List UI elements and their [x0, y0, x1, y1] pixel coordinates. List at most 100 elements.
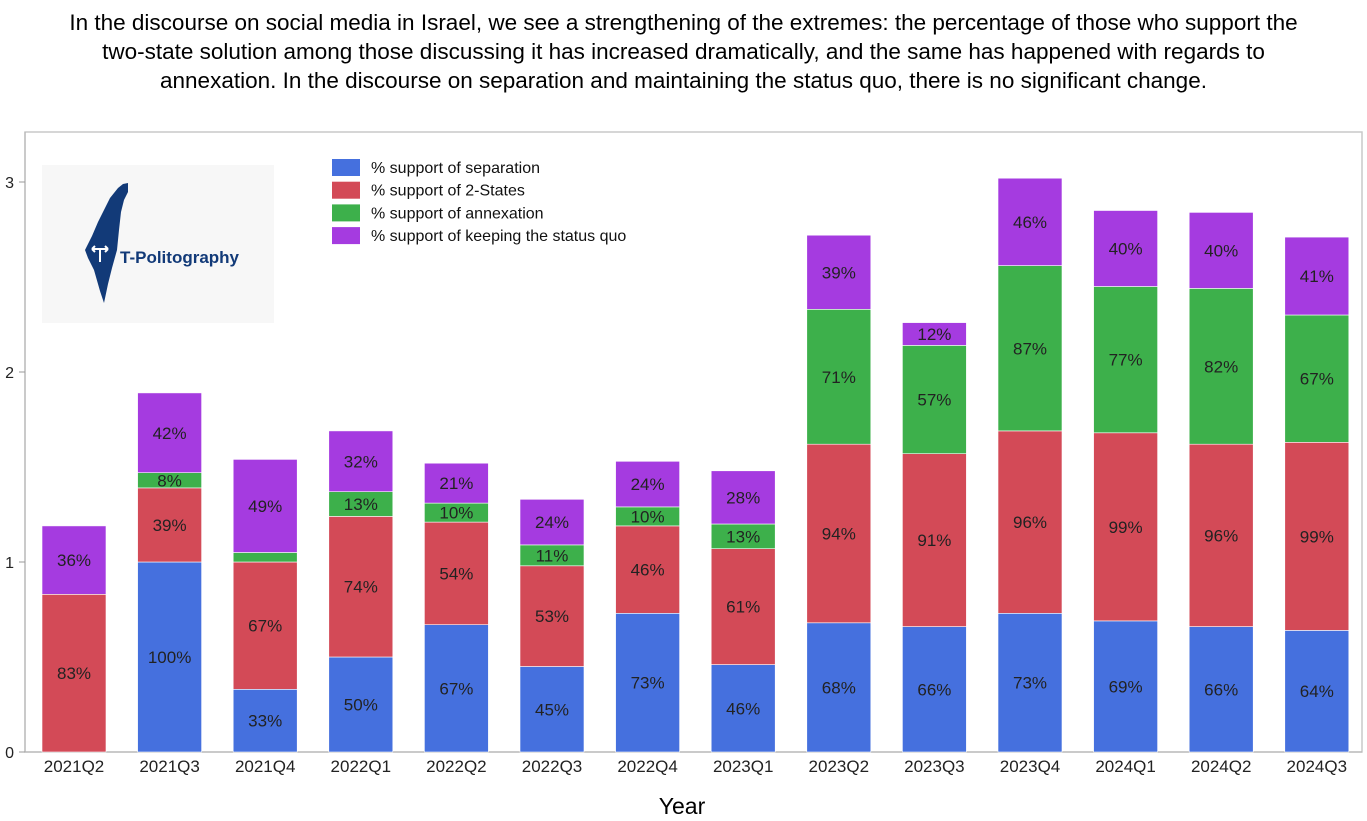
x-tick-label-2021Q2: 2021Q2	[44, 757, 105, 776]
x-tick-label-2021Q4: 2021Q4	[235, 757, 296, 776]
data-label-annexation-2023Q4: 87%	[1013, 339, 1047, 358]
data-label-separation-2022Q2: 67%	[439, 679, 473, 698]
bar-segment-annexation-2023Q4	[997, 265, 1063, 432]
bar-segment-status_quo-2022Q1	[328, 430, 394, 492]
bar-segment-separation-2021Q3	[137, 561, 202, 753]
legend-label-two_states: % support of 2-States	[371, 183, 525, 200]
data-label-status_quo-2021Q2: 36%	[57, 551, 91, 570]
data-label-two_states-2024Q1: 99%	[1109, 518, 1143, 537]
chart-legend: % support of separation % support of 2-St…	[332, 159, 626, 245]
bar-segment-status_quo-2023Q4	[997, 177, 1063, 266]
x-tick-label-2024Q1: 2024Q1	[1095, 757, 1156, 776]
caption-line-3: annexation. In the discourse on separati…	[160, 68, 1207, 93]
x-tick-label-2022Q4: 2022Q4	[617, 757, 678, 776]
logo-background	[42, 165, 274, 323]
bar-segment-annexation-2023Q3	[902, 345, 967, 454]
data-label-annexation-2021Q3: 8%	[157, 471, 182, 490]
data-label-separation-2022Q3: 45%	[535, 700, 569, 719]
x-tick-label-2022Q1: 2022Q1	[331, 757, 392, 776]
data-label-status_quo-2022Q3: 24%	[535, 513, 569, 532]
data-label-annexation-2022Q4: 10%	[631, 507, 665, 526]
bar-segment-two_states-2023Q2	[806, 443, 872, 624]
bar-segment-separation-2023Q1	[710, 664, 776, 753]
bar-segment-two_states-2023Q4	[997, 430, 1063, 614]
bar-segment-separation-2023Q4	[997, 612, 1063, 753]
legend-label-status_quo: % support of keeping the status quo	[371, 228, 626, 245]
data-label-status_quo-2022Q4: 24%	[631, 475, 665, 494]
bar-segment-annexation-2024Q1	[1093, 286, 1158, 434]
bar-segment-status_quo-2022Q3	[519, 498, 585, 546]
data-label-separation-2021Q4: 33%	[248, 712, 282, 731]
bar-series-group: 83% 36% 100% 39% 8% 42% 33% 67% 49% 50% 74% 13% 32% 6…	[41, 177, 1350, 753]
data-label-two_states-2022Q2: 54%	[439, 564, 473, 583]
data-label-status_quo-2023Q1: 28%	[726, 488, 760, 507]
data-label-two_states-2021Q2: 83%	[57, 664, 91, 683]
legend-label-separation: % support of separation	[371, 160, 540, 177]
bar-segment-two_states-2021Q3	[137, 487, 202, 563]
bar-segment-status_quo-2024Q2	[1188, 212, 1254, 289]
data-label-two_states-2023Q2: 94%	[822, 525, 856, 544]
data-label-annexation-2023Q3: 57%	[917, 391, 951, 410]
bar-segment-separation-2023Q3	[902, 626, 967, 753]
bar-segment-status_quo-2023Q3	[902, 322, 967, 346]
bar-segment-status_quo-2024Q3	[1284, 236, 1350, 316]
bar-segment-status_quo-2022Q4	[615, 460, 680, 508]
x-tick-label-2023Q3: 2023Q3	[904, 757, 965, 776]
bar-segment-status_quo-2021Q3	[137, 392, 202, 473]
x-tick-label-2024Q2: 2024Q2	[1191, 757, 1252, 776]
data-label-status_quo-2023Q3: 12%	[917, 325, 951, 344]
data-label-two_states-2021Q3: 39%	[153, 516, 187, 535]
data-label-annexation-2024Q1: 77%	[1109, 351, 1143, 370]
data-label-two_states-2021Q4: 67%	[248, 617, 282, 636]
bar-segment-status_quo-2023Q2	[806, 234, 872, 310]
bar-segment-separation-2022Q4	[615, 612, 680, 753]
bar-segment-two_states-2021Q2	[41, 593, 107, 753]
caption-line-1: In the discourse on social media in Isra…	[69, 10, 1298, 35]
x-tick-label-2024Q3: 2024Q3	[1287, 757, 1348, 776]
bar-segment-two_states-2022Q2	[424, 521, 489, 625]
bar-segment-annexation-2024Q3	[1284, 314, 1350, 443]
caption-line-2: two-state solution among those discussin…	[102, 39, 1265, 64]
bar-segment-annexation-2023Q1	[710, 523, 776, 550]
bar-segment-two_states-2024Q2	[1188, 443, 1254, 627]
legend-swatch-annexation	[332, 204, 360, 222]
data-label-status_quo-2024Q2: 40%	[1204, 241, 1238, 260]
bar-segment-status_quo-2021Q2	[41, 525, 107, 595]
x-tick-label-2022Q2: 2022Q2	[426, 757, 487, 776]
bar-segment-two_states-2023Q3	[902, 453, 967, 627]
legend-label-annexation: % support of annexation	[371, 205, 544, 222]
chart-caption: In the discourse on social media in Isra…	[0, 8, 1367, 95]
data-label-two_states-2023Q4: 96%	[1013, 513, 1047, 532]
bar-segment-annexation-2023Q2	[806, 308, 872, 445]
data-label-status_quo-2023Q4: 46%	[1013, 213, 1047, 232]
bar-segment-separation-2022Q2	[424, 624, 489, 753]
bar-segment-two_states-2024Q1	[1093, 432, 1158, 622]
data-label-separation-2022Q1: 50%	[344, 696, 378, 715]
y-tick-label: 0	[5, 745, 14, 762]
bar-segment-annexation-2021Q4	[232, 552, 298, 563]
data-label-two_states-2023Q1: 61%	[726, 598, 760, 617]
bar-segment-separation-2023Q2	[806, 622, 872, 753]
bar-segment-two_states-2022Q4	[615, 525, 680, 614]
data-label-annexation-2024Q3: 67%	[1300, 370, 1334, 389]
data-label-separation-2021Q3: 100%	[148, 648, 191, 667]
bar-segment-two_states-2021Q4	[232, 561, 298, 690]
data-label-separation-2024Q3: 64%	[1300, 682, 1334, 701]
y-tick-label: 3	[5, 175, 14, 192]
data-label-separation-2024Q1: 69%	[1109, 677, 1143, 696]
data-label-annexation-2022Q2: 10%	[439, 504, 473, 523]
bar-segment-status_quo-2023Q1	[710, 470, 776, 525]
data-label-annexation-2023Q2: 71%	[822, 368, 856, 387]
data-label-status_quo-2023Q2: 39%	[822, 263, 856, 282]
bar-segment-separation-2024Q2	[1188, 626, 1254, 753]
legend-swatch-status_quo	[332, 227, 360, 245]
legend-swatch-separation	[332, 159, 360, 176]
data-label-two_states-2024Q3: 99%	[1300, 527, 1334, 546]
bar-segment-separation-2021Q4	[232, 688, 298, 753]
logo: T-Politography	[42, 165, 274, 323]
bar-segment-separation-2024Q1	[1093, 620, 1158, 753]
bar-segment-two_states-2022Q3	[519, 565, 585, 667]
data-label-separation-2023Q2: 68%	[822, 678, 856, 697]
data-label-annexation-2023Q1: 13%	[726, 527, 760, 546]
y-tick-label: 1	[5, 555, 14, 572]
